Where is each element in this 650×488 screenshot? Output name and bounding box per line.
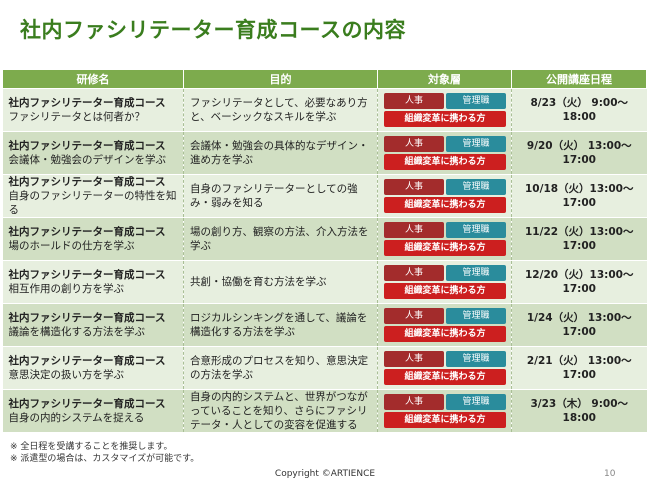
table-row: 社内ファシリテーター育成コース 議論を構造化する方法を学ぶ ロジカルシンキングを通し…	[2, 303, 647, 347]
course-cell: 社内ファシリテーター育成コース ファシリテータとは何者か？	[2, 88, 184, 132]
tag-hr: 人事	[384, 265, 444, 281]
tag-manager: 管理職	[446, 394, 506, 410]
target-cell: 人事 管理職組織変革に携わる方	[377, 131, 512, 175]
note-line: ※ 派遣型の場合は、カスタマイズが可能です。	[10, 453, 200, 464]
table-header-row: 研修名 目的 対象層 公開講座日程	[2, 69, 647, 89]
course-name: 社内ファシリテーター育成コース	[8, 269, 166, 281]
page-number: 10	[604, 469, 616, 479]
purpose-cell: 会議体・勉強会の具体的なデザイン・進め方を学ぶ	[183, 131, 378, 175]
tag-manager: 管理職	[446, 222, 506, 238]
table-row: 社内ファシリテーター育成コース自身のファシリテーターの特性を知る 自身のファシリテ…	[2, 174, 647, 218]
tag-manager: 管理職	[446, 308, 506, 324]
schedule-cell: 12/20（火）13:00〜17:00	[511, 260, 647, 304]
tag-manager: 管理職	[446, 93, 506, 109]
schedule-cell: 3/23（木） 9:00〜18:00	[511, 389, 647, 433]
header-course-name: 研修名	[2, 69, 184, 89]
table-row: 社内ファシリテーター育成コース 意思決定の扱い方を学ぶ 合意形成のプロセスを知り、意…	[2, 346, 647, 390]
schedule-cell: 10/18（火）13:00〜17:00	[511, 174, 647, 218]
course-name: 社内ファシリテーター育成コース	[8, 355, 166, 367]
course-subtitle: 自身の内的システムを捉える	[8, 412, 145, 424]
purpose-cell: 共創・協働を育む方法を学ぶ	[183, 260, 378, 304]
tag-hr: 人事	[384, 93, 444, 109]
target-cell: 人事 管理職組織変革に携わる方	[377, 88, 512, 132]
course-name: 社内ファシリテーター育成コース	[8, 140, 166, 152]
tag-org-change: 組織変革に携わる方	[384, 283, 506, 299]
tag-manager: 管理職	[446, 265, 506, 281]
purpose-cell: ファシリテータとして、必要なあり方と、ベーシックなスキルを学ぶ	[183, 88, 378, 132]
table-row: 社内ファシリテーター育成コース ファシリテータとは何者か？ ファシリテータとして、必…	[2, 88, 647, 132]
tag-org-change: 組織変革に携わる方	[384, 412, 506, 428]
purpose-cell: 場の創り方、観察の方法、介入方法を学ぶ	[183, 217, 378, 261]
course-subtitle: 自身のファシリテーターの特性を知る	[8, 190, 177, 216]
course-name: 社内ファシリテーター育成コース	[8, 176, 166, 188]
tag-hr: 人事	[384, 136, 444, 152]
course-cell: 社内ファシリテーター育成コース 自身の内的システムを捉える	[2, 389, 184, 433]
target-cell: 人事 管理職組織変革に携わる方	[377, 260, 512, 304]
schedule-cell: 1/24（火） 13:00〜17:00	[511, 303, 647, 347]
course-subtitle: 議論を構造化する方法を学ぶ	[8, 326, 146, 338]
schedule-cell: 11/22（火）13:00〜17:00	[511, 217, 647, 261]
course-subtitle: 意思決定の扱い方を学ぶ	[8, 369, 125, 381]
purpose-cell: 合意形成のプロセスを知り、意思決定の方法を学ぶ	[183, 346, 378, 390]
course-subtitle: 場のホールドの仕方を学ぶ	[8, 240, 135, 252]
target-cell: 人事 管理職組織変革に携わる方	[377, 174, 512, 218]
tag-org-change: 組織変革に携わる方	[384, 154, 506, 170]
course-cell: 社内ファシリテーター育成コース 意思決定の扱い方を学ぶ	[2, 346, 184, 390]
course-name: 社内ファシリテーター育成コース	[8, 226, 166, 238]
schedule-cell: 2/21（火） 13:00〜17:00	[511, 346, 647, 390]
tag-org-change: 組織変革に携わる方	[384, 111, 506, 127]
purpose-cell: ロジカルシンキングを通して、議論を構造化する方法を学ぶ	[183, 303, 378, 347]
tag-org-change: 組織変革に携わる方	[384, 326, 506, 342]
course-cell: 社内ファシリテーター育成コース 相互作用の創り方を学ぶ	[2, 260, 184, 304]
tag-hr: 人事	[384, 222, 444, 238]
schedule-cell: 8/23（火） 9:00〜18:00	[511, 88, 647, 132]
header-target: 対象層	[377, 69, 512, 89]
tag-hr: 人事	[384, 394, 444, 410]
target-cell: 人事 管理職組織変革に携わる方	[377, 346, 512, 390]
tag-org-change: 組織変革に携わる方	[384, 369, 506, 385]
tag-hr: 人事	[384, 179, 444, 195]
tag-org-change: 組織変革に携わる方	[384, 240, 506, 256]
table-row: 社内ファシリテーター育成コース 相互作用の創り方を学ぶ 共創・協働を育む方法を学ぶ人…	[2, 260, 647, 304]
course-cell: 社内ファシリテーター育成コース 場のホールドの仕方を学ぶ	[2, 217, 184, 261]
page-title: 社内ファシリテーター育成コースの内容	[20, 18, 406, 42]
purpose-cell: 自身のファシリテーターとしての強み・弱みを知る	[183, 174, 378, 218]
tag-hr: 人事	[384, 308, 444, 324]
header-purpose: 目的	[183, 69, 378, 89]
tag-manager: 管理職	[446, 351, 506, 367]
course-table: 研修名 目的 対象層 公開講座日程 社内ファシリテーター育成コース ファシリテータ…	[2, 69, 647, 433]
tag-manager: 管理職	[446, 179, 506, 195]
schedule-cell: 9/20（火） 13:00〜17:00	[511, 131, 647, 175]
target-cell: 人事 管理職組織変革に携わる方	[377, 303, 512, 347]
course-subtitle: 相互作用の創り方を学ぶ	[8, 283, 125, 295]
course-name: 社内ファシリテーター育成コース	[8, 398, 166, 410]
table-row: 社内ファシリテーター育成コース 会議体・勉強会のデザインを学ぶ 会議体・勉強会の具体…	[2, 131, 647, 175]
course-cell: 社内ファシリテーター育成コース 会議体・勉強会のデザインを学ぶ	[2, 131, 184, 175]
tag-manager: 管理職	[446, 136, 506, 152]
course-name: 社内ファシリテーター育成コース	[8, 312, 166, 324]
table-row: 社内ファシリテーター育成コース 場のホールドの仕方を学ぶ 場の創り方、観察の方法、介…	[2, 217, 647, 261]
note-line: ※ 全日程を受講することを推奨します。	[10, 442, 173, 452]
course-subtitle: ファシリテータとは何者か？	[8, 111, 146, 123]
tag-hr: 人事	[384, 351, 444, 367]
target-cell: 人事 管理職組織変革に携わる方	[377, 217, 512, 261]
target-cell: 人事 管理職組織変革に携わる方	[377, 389, 512, 433]
course-cell: 社内ファシリテーター育成コース自身のファシリテーターの特性を知る	[2, 174, 184, 218]
header-schedule: 公開講座日程	[511, 69, 647, 89]
course-name: 社内ファシリテーター育成コース	[8, 97, 166, 109]
tag-org-change: 組織変革に携わる方	[384, 197, 506, 213]
purpose-cell: 自身の内的システムと、世界がつながっていることを知り、さらにファシリテータ・人と…	[183, 389, 378, 433]
course-cell: 社内ファシリテーター育成コース 議論を構造化する方法を学ぶ	[2, 303, 184, 347]
table-row: 社内ファシリテーター育成コース 自身の内的システムを捉える 自身の内的システムと、世…	[2, 389, 647, 433]
course-subtitle: 会議体・勉強会のデザインを学ぶ	[8, 154, 167, 166]
copyright-footer: Copyright ©ARTIENCE	[274, 469, 376, 479]
notes: ※ 全日程を受講することを推奨します。 ※ 派遣型の場合は、カスタマイズが可能で…	[10, 442, 199, 465]
